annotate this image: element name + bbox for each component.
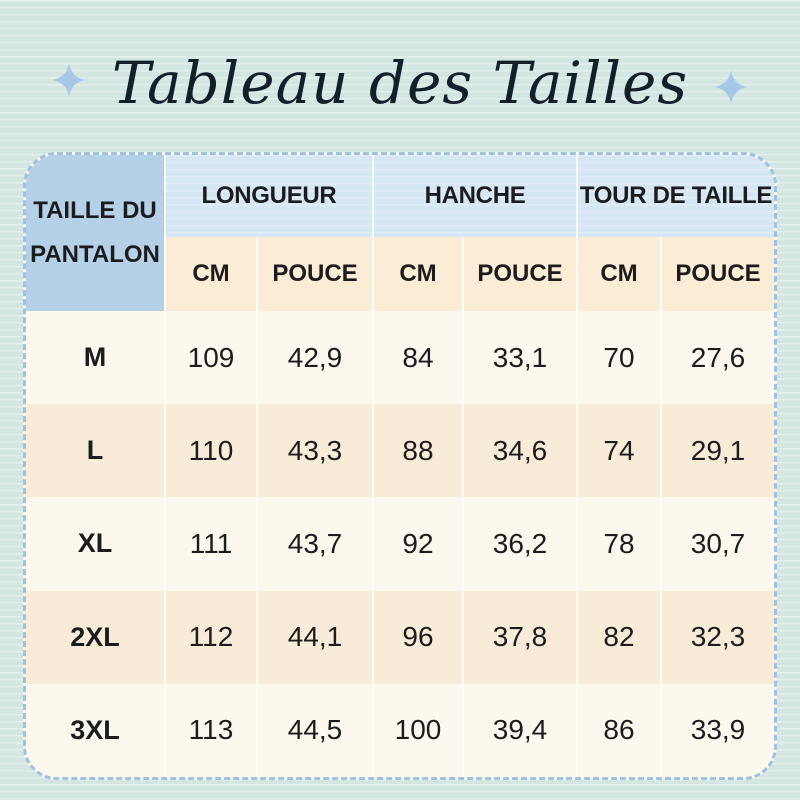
value-cell: 44,1 <box>256 590 372 684</box>
size-chart-table: TAILLE DU PANTALON LONGUEUR HANCHE TOUR … <box>23 152 777 780</box>
value-cell: 33,1 <box>462 311 576 405</box>
column-group-longueur: LONGUEUR <box>164 155 372 237</box>
value-cell: 82 <box>576 590 660 684</box>
size-cell: 3XL <box>26 683 164 777</box>
value-cell: 113 <box>164 683 256 777</box>
size-chart-grid: TAILLE DU PANTALON LONGUEUR HANCHE TOUR … <box>26 155 774 777</box>
value-cell: 29,1 <box>660 404 774 498</box>
column-group-hanche: HANCHE <box>372 155 576 237</box>
sub-header-pouce: POUCE <box>462 237 576 311</box>
sub-header-cm: CM <box>372 237 462 311</box>
value-cell: 112 <box>164 590 256 684</box>
value-cell: 32,3 <box>660 590 774 684</box>
value-cell: 92 <box>372 497 462 591</box>
value-cell: 43,7 <box>256 497 372 591</box>
corner-header-cell: TAILLE DU PANTALON <box>26 155 164 311</box>
value-cell: 109 <box>164 311 256 405</box>
sub-header-cm: CM <box>164 237 256 311</box>
value-cell: 86 <box>576 683 660 777</box>
value-cell: 100 <box>372 683 462 777</box>
value-cell: 39,4 <box>462 683 576 777</box>
size-cell: L <box>26 404 164 498</box>
value-cell: 110 <box>164 404 256 498</box>
sub-header-pouce: POUCE <box>660 237 774 311</box>
value-cell: 33,9 <box>660 683 774 777</box>
size-cell: XL <box>26 497 164 591</box>
value-cell: 30,7 <box>660 497 774 591</box>
value-cell: 27,6 <box>660 311 774 405</box>
value-cell: 42,9 <box>256 311 372 405</box>
value-cell: 44,5 <box>256 683 372 777</box>
value-cell: 34,6 <box>462 404 576 498</box>
sub-header-pouce: POUCE <box>256 237 372 311</box>
column-group-tour-de-taille: TOUR DE TAILLE <box>576 155 774 237</box>
value-cell: 96 <box>372 590 462 684</box>
size-cell: M <box>26 311 164 405</box>
value-cell: 84 <box>372 311 462 405</box>
value-cell: 111 <box>164 497 256 591</box>
value-cell: 88 <box>372 404 462 498</box>
size-cell: 2XL <box>26 590 164 684</box>
value-cell: 78 <box>576 497 660 591</box>
page-title: Tableau des Tailles <box>111 49 689 117</box>
sparkle-icon <box>51 63 86 97</box>
sparkle-icon <box>714 70 749 104</box>
value-cell: 36,2 <box>462 497 576 591</box>
sub-header-cm: CM <box>576 237 660 311</box>
value-cell: 74 <box>576 404 660 498</box>
value-cell: 70 <box>576 311 660 405</box>
value-cell: 37,8 <box>462 590 576 684</box>
title-row: Tableau des Tailles <box>0 0 800 152</box>
value-cell: 43,3 <box>256 404 372 498</box>
